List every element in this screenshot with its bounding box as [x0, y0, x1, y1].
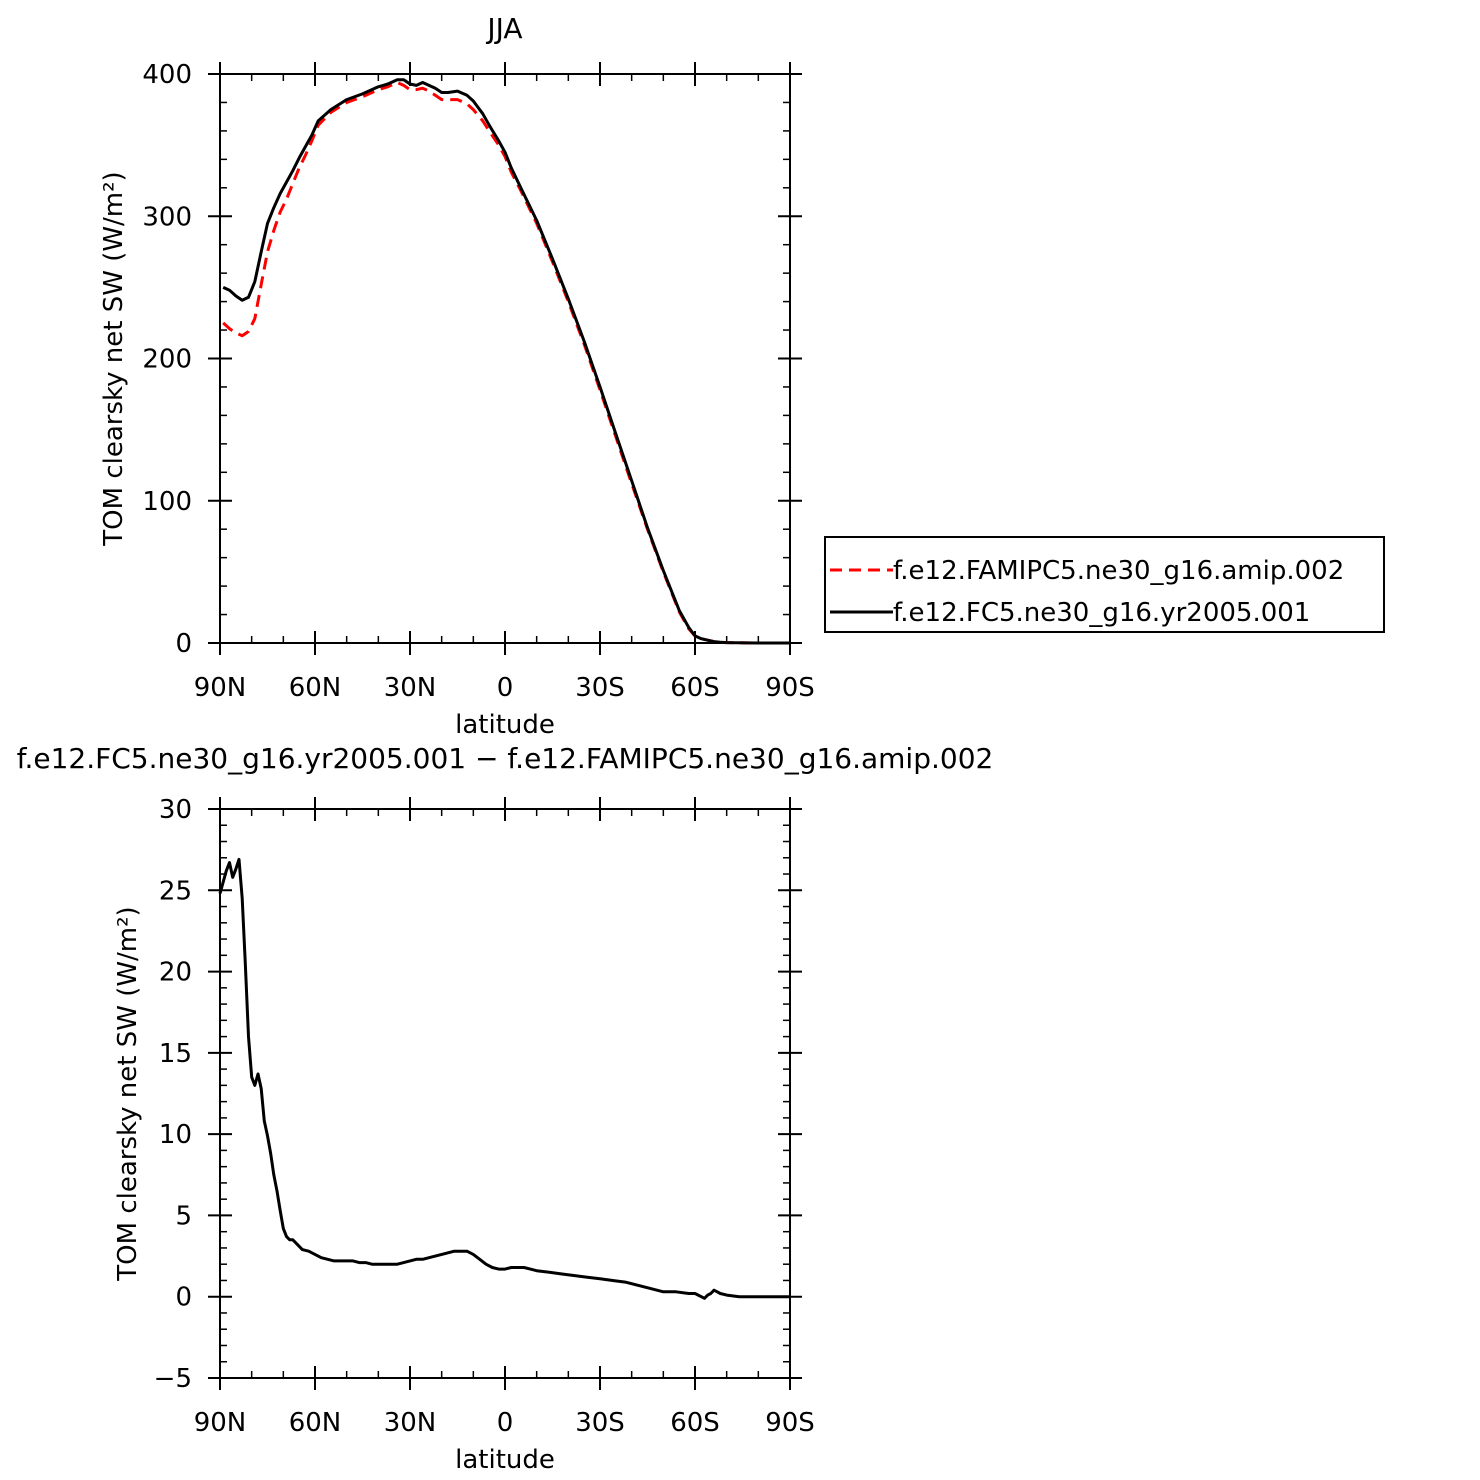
chart-panel-2: f.e12.FC5.ne30_g16.yr2005.001 − f.e12.FA…	[17, 742, 994, 1475]
x-tick-label: 30S	[575, 1408, 625, 1438]
x-tick-label: 60S	[670, 1408, 720, 1438]
x-tick-label: 60N	[289, 1408, 342, 1438]
x-tick-label: 30N	[384, 673, 437, 703]
y-axis-label: TOM clearsky net SW (W/m²)	[99, 171, 129, 546]
legend-label-1: f.e12.FAMIPC5.ne30_g16.amip.002	[893, 556, 1344, 586]
plot-frame	[219, 808, 791, 1379]
series-line-2	[222, 78, 790, 645]
y-tick-label: 100	[142, 487, 192, 517]
y-tick-label: 200	[142, 345, 192, 375]
chart-title: f.e12.FC5.ne30_g16.yr2005.001 − f.e12.FA…	[17, 742, 994, 775]
legend-box	[824, 536, 1385, 633]
y-tick-label: 10	[159, 1120, 192, 1150]
y-tick-label: 0	[175, 629, 192, 659]
y-axis-label: TOM clearsky net SW (W/m²)	[113, 906, 143, 1281]
x-axis-label: latitude	[455, 710, 555, 740]
y-tick-label: 300	[142, 202, 192, 232]
x-tick-label: 30S	[575, 673, 625, 703]
y-tick-label: 20	[159, 958, 192, 988]
x-tick-label: 90S	[765, 673, 815, 703]
x-tick-label: 60S	[670, 673, 720, 703]
x-tick-label: 90S	[765, 1408, 815, 1438]
chart-panel-1: JJA 0 100 200 300 400 90N 60N 30N 0 30S 60S 90S latit…	[99, 12, 815, 740]
legend-label-2: f.e12.FC5.ne30_g16.yr2005.001	[893, 598, 1310, 628]
x-tick-label: 90N	[194, 1408, 247, 1438]
y-tick-label: 15	[159, 1039, 192, 1069]
x-tick-label: 30N	[384, 1408, 437, 1438]
y-tick-label: −5	[154, 1364, 192, 1394]
series-line-1	[222, 81, 790, 645]
series-line-1	[218, 857, 790, 1300]
y-tick-label: 0	[175, 1283, 192, 1313]
x-tick-label: 60N	[289, 673, 342, 703]
y-tick-label: 30	[159, 795, 192, 825]
y-tick-label: 5	[175, 1201, 192, 1231]
x-tick-label: 0	[497, 1408, 514, 1438]
y-tick-label: 25	[159, 876, 192, 906]
legend: f.e12.FAMIPC5.ne30_g16.amip.002 f.e12.FC5…	[824, 536, 1385, 633]
x-tick-label: 90N	[194, 673, 247, 703]
y-tick-label: 400	[142, 60, 192, 90]
chart-title: JJA	[485, 12, 522, 45]
x-axis-label: latitude	[455, 1445, 555, 1475]
x-tick-label: 0	[497, 673, 514, 703]
